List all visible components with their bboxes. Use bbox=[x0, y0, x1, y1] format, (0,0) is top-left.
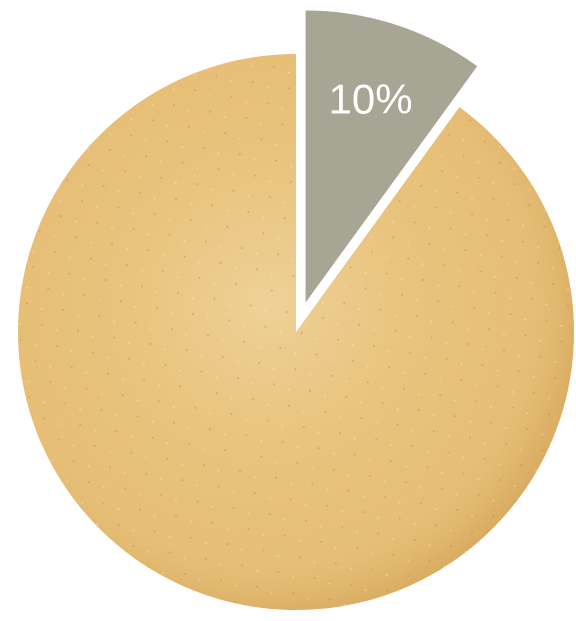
pie: 10% bbox=[18, 10, 575, 610]
data-label: 10% bbox=[329, 76, 413, 123]
slice-texture bbox=[18, 54, 575, 610]
pie-slice bbox=[305, 10, 478, 303]
